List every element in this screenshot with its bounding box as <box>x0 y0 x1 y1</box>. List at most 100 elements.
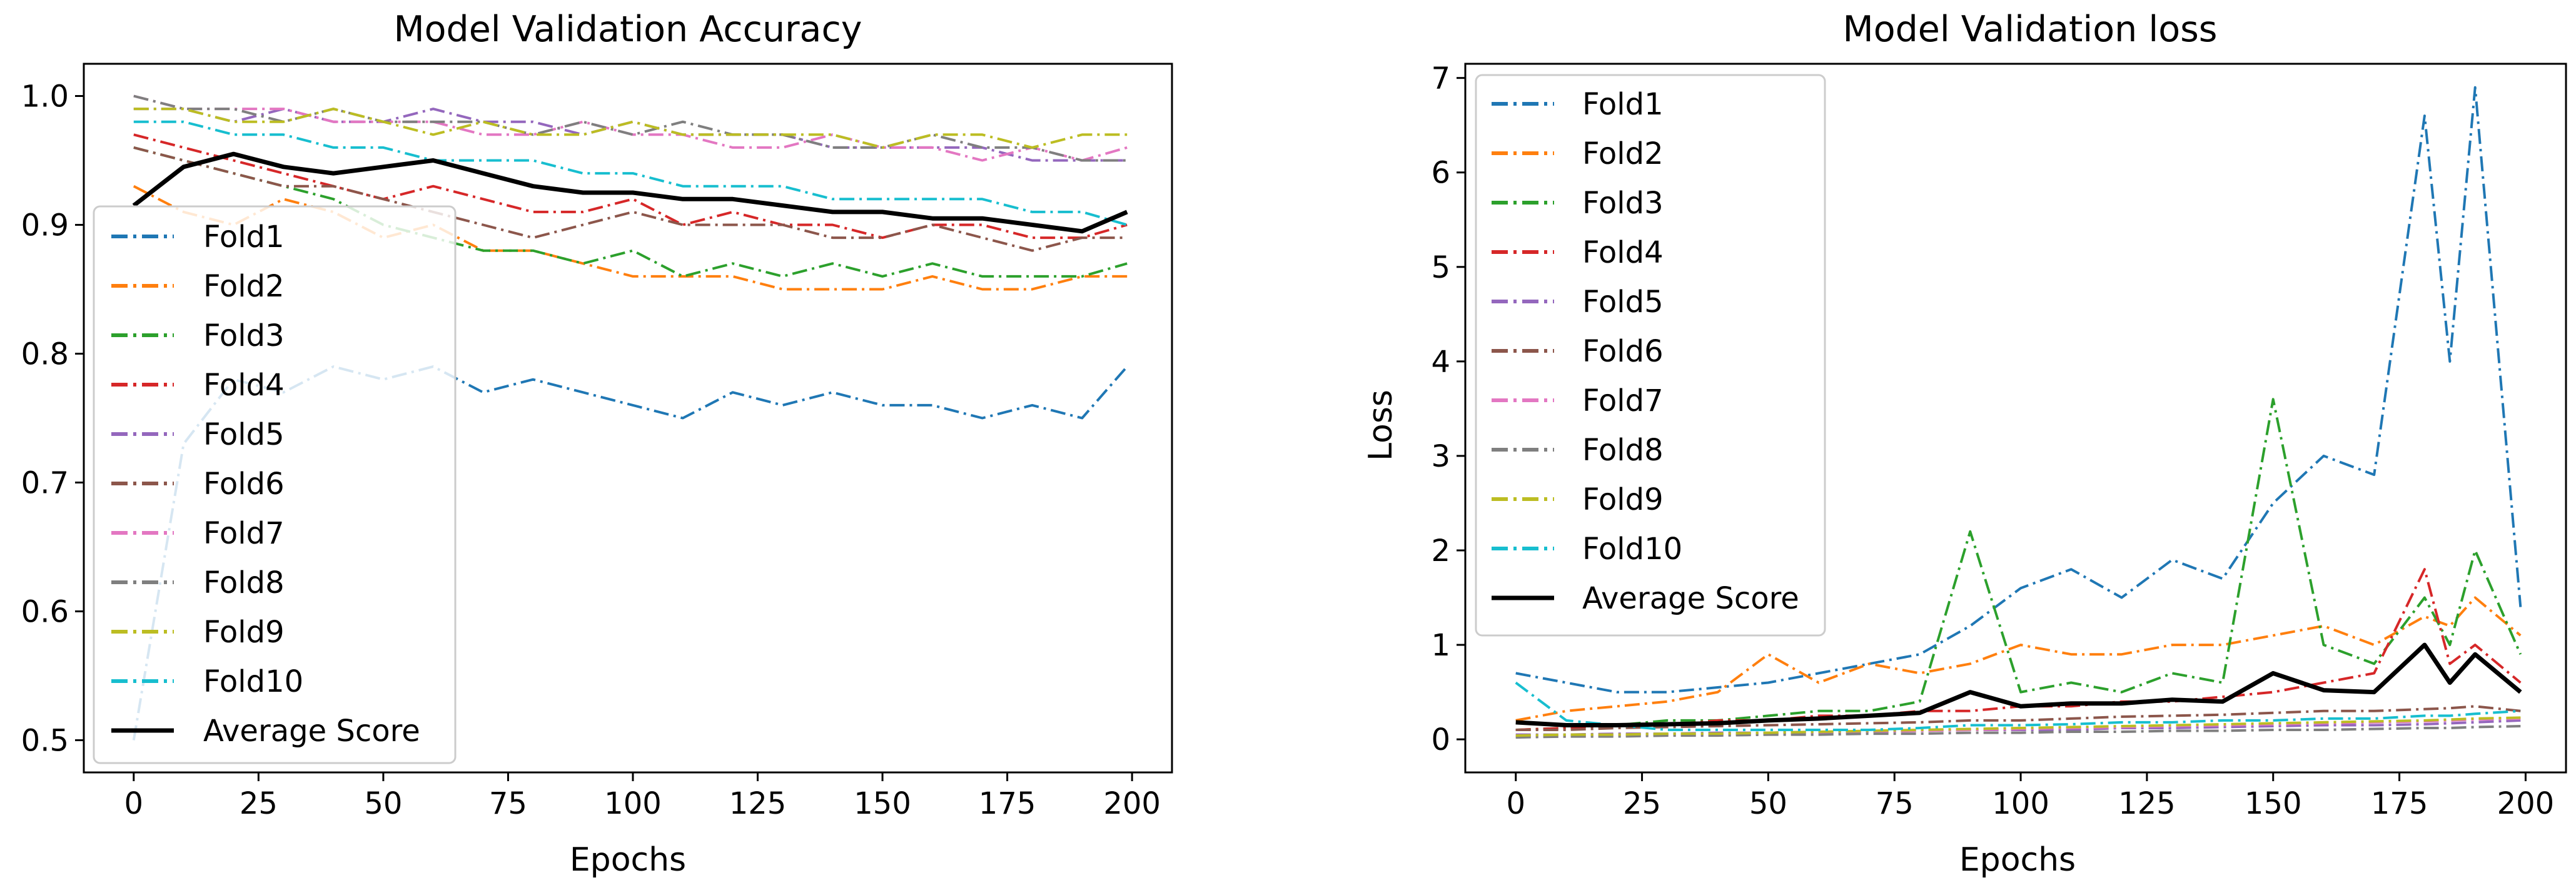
loss-x-tick-label: 25 <box>1623 786 1661 821</box>
legend-entry: Fold7 <box>1492 383 1664 418</box>
accuracy-x-tick-label: 150 <box>854 786 911 821</box>
legend-entry: Fold5 <box>1492 285 1664 320</box>
legend-label-average-score: Average Score <box>1582 581 1799 616</box>
accuracy-x-tick-label: 50 <box>364 786 402 821</box>
series-line-average-score <box>132 151 1128 234</box>
accuracy-y-tick-label: 0.5 <box>21 724 69 759</box>
loss-legend-box <box>1475 74 1826 637</box>
accuracy-y-tick-label: 0.8 <box>21 337 69 372</box>
accuracy-legend-box <box>93 205 457 764</box>
series-line-fold9 <box>1515 716 2521 737</box>
legend-label-fold6: Fold6 <box>203 467 285 502</box>
loss-legend: Fold1 Fold2 Fold3 Fold4 Fold5 Fold6 <box>1475 74 1826 637</box>
legend-entry: Fold2 <box>111 269 285 304</box>
legend-entry: Fold6 <box>111 467 285 502</box>
legend-entry: Fold9 <box>111 615 285 650</box>
series-line-fold10 <box>133 120 1128 226</box>
series-line-fold6 <box>1515 705 2521 731</box>
legend-label-fold4: Fold4 <box>1582 235 1664 270</box>
accuracy-x-axis: 0 25 50 75 100 125 150 175 200 <box>124 772 1161 821</box>
legend-label-fold5: Fold5 <box>203 417 285 452</box>
legend-entry: Fold7 <box>111 516 285 551</box>
loss-x-tick-label: 100 <box>1992 786 2049 821</box>
loss-x-tick-label: 125 <box>2118 786 2176 821</box>
accuracy-x-tick-label: 100 <box>604 786 662 821</box>
loss-y-tick-label: 5 <box>1431 250 1450 285</box>
accuracy-y-tick-label: 1.0 <box>21 79 69 114</box>
accuracy-y-tick-label: 0.9 <box>21 208 69 243</box>
series-line-fold2 <box>133 185 1128 291</box>
series-line-average-score <box>1515 642 2522 727</box>
legend-label-fold8: Fold8 <box>1582 433 1664 468</box>
loss-series-group <box>1515 86 2522 739</box>
legend-label-fold10: Fold10 <box>1582 532 1682 567</box>
legend-label-fold1: Fold1 <box>203 220 285 255</box>
series-line-fold2 <box>1515 596 2522 722</box>
accuracy-legend: Fold1 Fold2 Fold3 Fold4 Fold5 Fold6 <box>93 205 457 764</box>
legend-label-fold9: Fold9 <box>203 615 285 650</box>
series-line-fold3 <box>1515 398 2522 731</box>
loss-plot-frame <box>1464 63 2567 774</box>
accuracy-y-tick-label: 0.6 <box>21 595 69 630</box>
legend-label-fold4: Fold4 <box>203 368 285 403</box>
accuracy-x-tick-label: 125 <box>729 786 787 821</box>
series-line-fold3 <box>133 146 1128 278</box>
accuracy-x-tick-label: 25 <box>240 786 278 821</box>
legend-entry: Fold4 <box>1492 235 1664 270</box>
legend-entry: Fold10 <box>1492 532 1682 567</box>
legend-entry: Average Score <box>111 714 420 749</box>
loss-x-tick-label: 75 <box>1876 786 1914 821</box>
legend-entry: Fold5 <box>111 417 285 452</box>
loss-y-tick-label: 4 <box>1431 345 1450 380</box>
accuracy-x-tick-label: 200 <box>1103 786 1161 821</box>
legend-label-average-score: Average Score <box>203 714 420 749</box>
legend-label-fold2: Fold2 <box>203 269 285 304</box>
loss-y-axis: 0 1 2 3 4 5 6 7 <box>1431 61 1465 757</box>
legend-label-fold7: Fold7 <box>1582 383 1664 418</box>
legend-entry: Average Score <box>1492 581 1799 616</box>
loss-x-tick-label: 50 <box>1749 786 1787 821</box>
legend-label-fold2: Fold2 <box>1582 136 1664 171</box>
legend-label-fold6: Fold6 <box>1582 334 1664 369</box>
legend-entry: Fold8 <box>111 565 285 600</box>
accuracy-series-group <box>132 94 1128 741</box>
accuracy-x-tick-label: 175 <box>979 786 1036 821</box>
legend-entry: Fold9 <box>1492 482 1664 517</box>
legend-label-fold5: Fold5 <box>1582 285 1664 320</box>
series-line-fold9 <box>133 108 1128 149</box>
accuracy-y-axis: 0.5 0.6 0.7 0.8 0.9 1.0 <box>21 79 84 759</box>
series-line-fold1 <box>1515 86 2522 694</box>
loss-chart-title: Model Validation loss <box>1843 9 2218 50</box>
accuracy-plot-frame <box>83 63 1173 774</box>
loss-y-tick-label: 0 <box>1431 722 1450 757</box>
legend-entry: Fold6 <box>1492 334 1664 369</box>
loss-x-axis: 0 25 50 75 100 125 150 175 200 <box>1506 772 2554 821</box>
legend-entry: Fold10 <box>111 664 303 699</box>
legend-label-fold3: Fold3 <box>203 318 285 353</box>
legend-entry: Fold8 <box>1492 433 1664 468</box>
accuracy-x-tick-label: 75 <box>489 786 527 821</box>
accuracy-chart: Model Validation Accuracy 0 25 50 75 100 125 1… <box>21 9 1173 879</box>
series-line-fold6 <box>133 146 1128 252</box>
legend-label-fold10: Fold10 <box>203 664 303 699</box>
legend-label-fold8: Fold8 <box>203 565 285 600</box>
loss-y-tick-label: 3 <box>1431 439 1450 474</box>
loss-x-tick-label: 200 <box>2497 786 2555 821</box>
accuracy-x-tick-label: 0 <box>124 786 144 821</box>
legend-entry: Fold2 <box>1492 136 1664 171</box>
loss-x-tick-label: 150 <box>2245 786 2302 821</box>
series-line-fold8 <box>133 94 1128 162</box>
series-line-fold4 <box>133 133 1128 240</box>
legend-entry: Fold3 <box>1492 186 1664 221</box>
legend-entry: Fold1 <box>1492 87 1664 122</box>
legend-label-fold9: Fold9 <box>1582 482 1664 517</box>
legend-label-fold7: Fold7 <box>203 516 285 551</box>
loss-x-tick-label: 0 <box>1506 786 1525 821</box>
series-line-fold8 <box>1515 725 2521 739</box>
legend-entry: Fold3 <box>111 318 285 353</box>
accuracy-x-axis-label: Epochs <box>570 841 686 879</box>
loss-chart: Model Validation loss 0 25 50 75 100 125 150 17… <box>1362 9 2567 879</box>
legend-entry: Fold1 <box>111 220 285 255</box>
legend-entry: Fold4 <box>111 368 285 403</box>
